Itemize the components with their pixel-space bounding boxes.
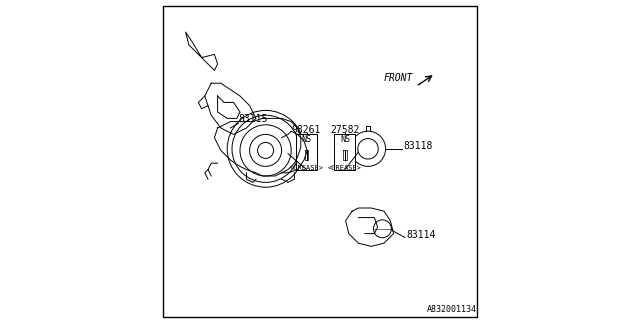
- Text: A832001134: A832001134: [427, 305, 477, 314]
- Text: <GREASE>: <GREASE>: [289, 164, 324, 171]
- Text: 83115: 83115: [239, 114, 268, 124]
- Text: <GREASE>: <GREASE>: [328, 164, 362, 171]
- Text: 83114: 83114: [406, 230, 436, 240]
- Text: 27582: 27582: [330, 125, 360, 135]
- Text: 98261: 98261: [292, 125, 321, 135]
- Text: 83118: 83118: [403, 141, 433, 151]
- Text: FRONT: FRONT: [383, 73, 413, 83]
- FancyBboxPatch shape: [334, 134, 355, 170]
- FancyBboxPatch shape: [296, 134, 317, 170]
- Text: NS: NS: [301, 135, 312, 144]
- Text: NS: NS: [340, 135, 350, 144]
